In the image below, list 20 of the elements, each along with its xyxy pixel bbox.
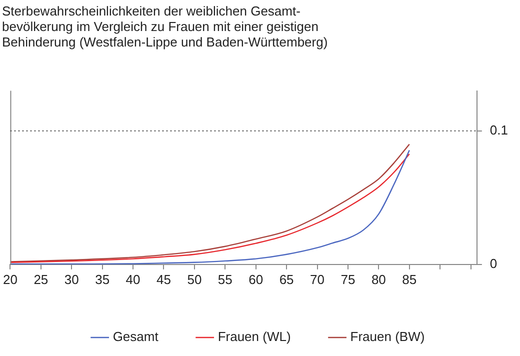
x-tick-label: 50 (187, 272, 202, 287)
x-tick-label: 40 (126, 272, 140, 287)
x-tick-label: 80 (371, 272, 386, 287)
y-tick-label: 0.1 (490, 122, 508, 138)
x-tick-label: 60 (248, 272, 264, 287)
x-tick-label: 85 (402, 272, 417, 287)
x-tick-label: 55 (218, 272, 232, 287)
x-tick-label: 65 (279, 272, 294, 287)
x-tick-label: 45 (156, 272, 171, 287)
x-tick-label: 30 (64, 272, 79, 287)
x-tick-label: 75 (340, 272, 356, 287)
legend-label: Frauen (WL) (218, 329, 291, 344)
x-tick-label: 20 (2, 272, 18, 287)
x-tick-label: 25 (34, 272, 48, 287)
legend-label: Gesamt (112, 329, 159, 344)
x-tick-label: 35 (95, 272, 110, 287)
x-tick-label: 70 (310, 272, 325, 287)
legend-label: Frauen (BW) (350, 329, 425, 344)
chart-title: Sterbewahrscheinlichkeiten der weiblichen Gesamt- bevölkerung im Vergleich zu Frauen mit einer geistigen Behinderung (Westfalen-Lippe und Baden-Württemberg) (2, 3, 328, 50)
y-tick-label: 0 (490, 256, 498, 271)
